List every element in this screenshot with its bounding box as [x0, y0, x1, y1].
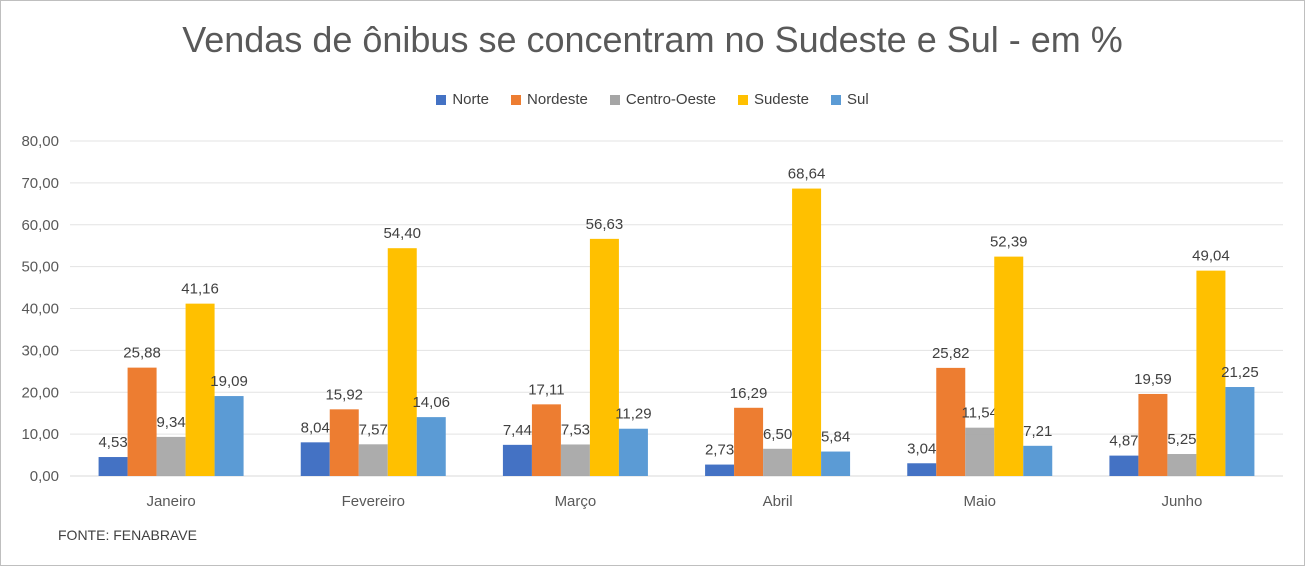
y-tick-label: 30,00 — [21, 342, 59, 359]
x-tick-label: Abril — [763, 493, 793, 510]
x-tick-label: Junho — [1161, 493, 1202, 510]
data-label: 25,82 — [932, 345, 970, 362]
data-label: 8,04 — [301, 419, 330, 436]
y-tick-label: 50,00 — [21, 259, 59, 276]
data-label: 2,73 — [705, 442, 734, 459]
legend-swatch — [737, 94, 748, 105]
legend-label: Nordeste — [527, 91, 588, 108]
data-label: 54,40 — [383, 225, 421, 242]
y-tick-label: 10,00 — [21, 426, 59, 443]
legend-swatch — [609, 94, 620, 105]
bar-sudeste — [792, 188, 822, 476]
bar-nordeste — [329, 409, 359, 476]
y-tick-label: 40,00 — [21, 301, 59, 318]
data-label: 16,29 — [730, 385, 768, 402]
bar-nordeste — [1138, 393, 1168, 476]
x-tick-label: Março — [555, 493, 597, 510]
data-label: 17,11 — [528, 381, 564, 398]
x-tick-label: Fevereiro — [342, 493, 405, 510]
data-label: 4,53 — [98, 434, 127, 451]
legend-label: Norte — [452, 91, 490, 108]
bar-norte — [98, 457, 128, 476]
bar-centro-oeste — [358, 444, 388, 476]
bar-centro-oeste — [1167, 454, 1197, 476]
bar-sul — [416, 417, 446, 476]
legend-item-norte: Norte — [436, 91, 489, 108]
bar-sudeste — [185, 303, 215, 476]
bar-nordeste — [127, 367, 157, 476]
bar-norte — [1109, 455, 1139, 476]
y-tick-label: 60,00 — [21, 217, 59, 234]
source-note: FONTE: FENABRAVE — [58, 527, 197, 543]
data-label: 6,50 — [763, 426, 792, 443]
bar-sudeste — [387, 248, 417, 476]
y-tick-label: 70,00 — [21, 175, 59, 192]
data-label: 11,29 — [615, 406, 651, 423]
y-tick-label: 0,00 — [30, 468, 59, 485]
bar-sul — [1225, 387, 1255, 476]
legend-item-centro-oeste: Centro-Oeste — [609, 91, 716, 108]
data-label: 4,87 — [1109, 433, 1138, 450]
data-label: 7,44 — [503, 422, 532, 439]
bar-sudeste — [589, 238, 619, 476]
data-label: 9,34 — [156, 414, 185, 431]
bar-nordeste — [531, 404, 561, 476]
data-label: 56,63 — [586, 216, 624, 233]
data-label: 41,16 — [181, 281, 219, 298]
data-label: 7,21 — [1023, 423, 1052, 440]
bar-nordeste — [734, 407, 764, 476]
bar-sul — [1023, 445, 1053, 476]
bar-sudeste — [994, 256, 1024, 476]
chart-title: Vendas de ônibus se concentram no Sudest… — [182, 19, 1123, 60]
chart-legend: Norte Nordeste Centro-Oeste Sudeste Sul — [1, 91, 1304, 108]
legend-swatch — [436, 94, 447, 105]
bar-sul — [821, 451, 851, 476]
bar-sul — [214, 396, 244, 476]
bar-norte — [502, 444, 532, 476]
bar-centro-oeste — [965, 427, 995, 476]
legend-label: Sul — [846, 91, 869, 108]
legend-swatch — [830, 94, 841, 105]
legend-item-nordeste: Nordeste — [511, 91, 588, 108]
bar-sul — [618, 428, 648, 476]
y-tick-label: 80,00 — [21, 133, 59, 150]
bar-nordeste — [936, 367, 966, 476]
data-label: 5,84 — [821, 429, 850, 446]
data-label: 49,04 — [1192, 248, 1230, 265]
data-label: 11,54 — [962, 405, 998, 422]
bar-norte — [907, 463, 937, 476]
data-label: 25,88 — [123, 345, 161, 362]
data-label: 5,25 — [1167, 431, 1196, 448]
legend-swatch — [511, 94, 522, 105]
data-label: 21,25 — [1221, 364, 1259, 381]
legend-label: Centro-Oeste — [625, 91, 716, 108]
bar-norte — [705, 464, 735, 476]
bar-centro-oeste — [560, 444, 590, 476]
y-tick-label: 20,00 — [21, 384, 59, 401]
data-label: 68,64 — [788, 166, 826, 183]
data-label: 19,09 — [210, 373, 248, 390]
x-tick-label: Janeiro — [146, 493, 195, 510]
bar-norte — [300, 442, 330, 476]
legend-item-sudeste: Sudeste — [737, 91, 809, 108]
data-label: 15,92 — [325, 386, 363, 403]
bar-centro-oeste — [156, 436, 186, 476]
x-tick-label: Maio — [963, 493, 996, 510]
data-label: 3,04 — [907, 440, 936, 457]
data-label: 19,59 — [1134, 371, 1172, 388]
bar-sudeste — [1196, 270, 1226, 476]
data-label: 7,53 — [561, 421, 590, 438]
data-label: 7,57 — [359, 421, 388, 438]
bar-centro-oeste — [763, 448, 793, 476]
data-label: 52,39 — [990, 234, 1028, 251]
legend-label: Sudeste — [753, 91, 809, 108]
legend-item-sul: Sul — [830, 91, 869, 108]
data-label: 14,06 — [412, 394, 450, 411]
